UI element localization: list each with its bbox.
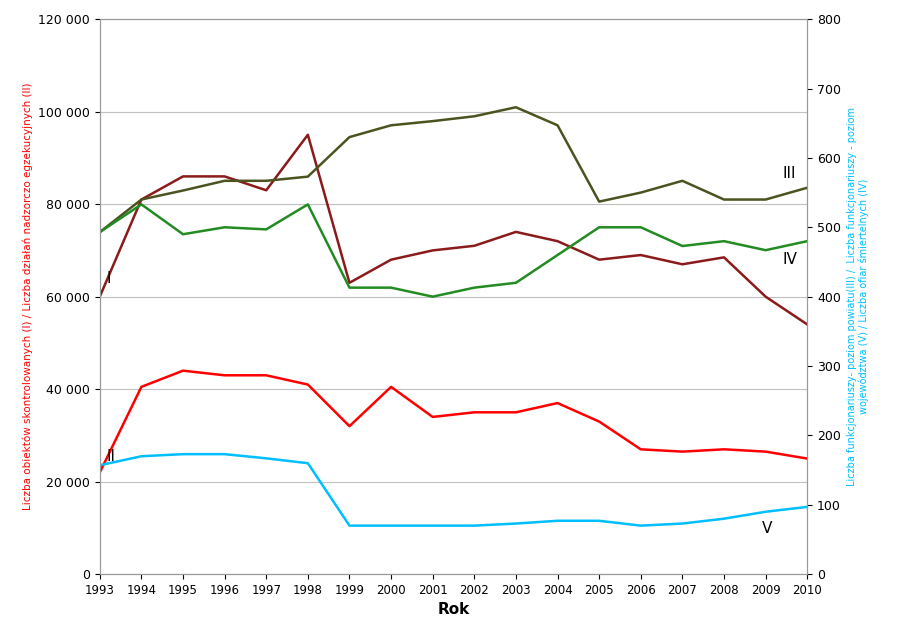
Text: V: V bbox=[762, 521, 772, 535]
Y-axis label: Liczba obiektów skontrolowanych (I) / Liczba działań nadzorczo egzekucyjnych (II: Liczba obiektów skontrolowanych (I) / Li… bbox=[22, 83, 33, 510]
Text: IV: IV bbox=[782, 252, 797, 267]
X-axis label: Rok: Rok bbox=[437, 602, 470, 618]
Text: III: III bbox=[782, 167, 795, 181]
Text: II: II bbox=[106, 449, 115, 464]
Y-axis label: Liczba funkcjonariuszy- poziom powiatu(III) /  Liczba funkcjonariuszy - poziom
w: Liczba funkcjonariuszy- poziom powiatu(I… bbox=[846, 107, 869, 486]
Text: I: I bbox=[106, 271, 111, 286]
